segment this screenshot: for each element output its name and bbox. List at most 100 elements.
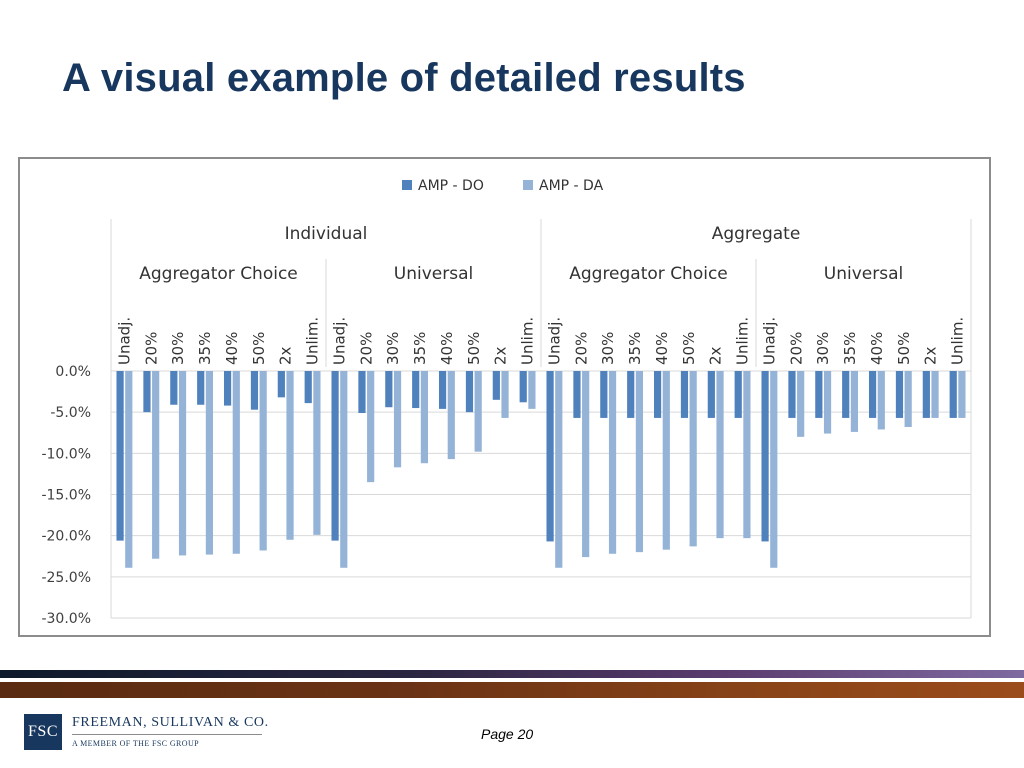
bar-amp-da (313, 371, 321, 535)
category-label: Unlim. (949, 317, 967, 365)
slide-title: A visual example of detailed results (62, 56, 746, 100)
category-label: 20% (787, 332, 805, 365)
bar-amp-da (662, 371, 670, 550)
bar-amp-da (205, 371, 214, 555)
bar-amp-do (170, 371, 178, 405)
bar-amp-do (600, 371, 608, 418)
bar-amp-do (734, 371, 742, 418)
bar-amp-da (689, 371, 697, 547)
bar-amp-do (385, 371, 393, 408)
bar-amp-da (232, 371, 240, 554)
category-label: 2x (707, 346, 725, 365)
category-label: 35% (196, 332, 214, 365)
bar-amp-do (197, 371, 205, 405)
bar-amp-da (555, 371, 563, 568)
bar-amp-da (340, 371, 348, 568)
category-label: 30% (169, 332, 187, 365)
bar-amp-do (116, 371, 124, 541)
y-tick-label: 0.0% (55, 364, 91, 380)
bar-amp-da (125, 371, 133, 568)
bar-amp-do (304, 371, 312, 404)
bar-amp-do (949, 371, 957, 418)
legend-label-amp-da: AMP - DA (539, 178, 604, 194)
page-number: Page 20 (481, 726, 534, 742)
category-label: Unadj. (760, 317, 778, 365)
category-label: Unlim. (519, 317, 537, 365)
category-label: 2x (277, 346, 295, 365)
bar-amp-do (492, 371, 500, 400)
y-tick-label: -30.0% (41, 611, 91, 627)
footer-band-gap (0, 678, 1024, 682)
company-tagline: A MEMBER OF THE FSC GROUP (72, 739, 199, 748)
category-label: 20% (142, 332, 160, 365)
bar-amp-do (868, 371, 877, 418)
y-tick-label: -10.0% (41, 446, 91, 462)
bar-amp-do (546, 371, 554, 542)
y-tick-label: -15.0% (41, 488, 91, 504)
category-label: 50% (465, 332, 483, 365)
category-label: 50% (680, 332, 698, 365)
bar-amp-do (761, 371, 769, 542)
category-label: 35% (841, 332, 859, 365)
bar-amp-da (420, 371, 429, 464)
bar-amp-da (823, 371, 832, 434)
bar-amp-da (797, 371, 805, 437)
bar-amp-do (788, 371, 796, 418)
footer-band-copper (0, 682, 1024, 698)
category-label: Unadj. (115, 317, 133, 365)
group-label-level2: Universal (824, 264, 903, 284)
bar-amp-da (447, 371, 455, 460)
bar-amp-da (608, 371, 617, 554)
bar-amp-da (931, 371, 939, 418)
group-label-level2: Aggregator Choice (139, 264, 298, 284)
bar-amp-da (635, 371, 644, 553)
company-name: FREEMAN, SULLIVAN & CO. (72, 715, 269, 730)
company-divider (72, 734, 262, 735)
category-label: 40% (223, 332, 241, 365)
bar-amp-da (770, 371, 778, 568)
bar-amp-do (815, 371, 823, 418)
chart-frame: 0.0% -5.0% -10.0% -15.0% -20.0% -25.0% -30.0% I… (18, 157, 991, 637)
y-tick-label: -20.0% (41, 529, 91, 545)
category-label: 30% (599, 332, 617, 365)
bar-amp-da (501, 371, 509, 418)
category-label: Unlim. (304, 317, 322, 365)
bar-amp-do (465, 371, 474, 413)
category-label: Unadj. (545, 317, 563, 365)
y-tick-label: -5.0% (50, 405, 91, 421)
bar-amp-do (412, 371, 420, 409)
group-label-level2: Aggregator Choice (569, 264, 728, 284)
legend-swatch-amp-da (523, 180, 533, 190)
category-label: 50% (895, 332, 913, 365)
category-label: Unlim. (734, 317, 752, 365)
bar-amp-do (895, 371, 904, 418)
bar-amp-do (653, 371, 662, 418)
bar-amp-do (143, 371, 151, 413)
category-label: 30% (384, 332, 402, 365)
bar-amp-da (582, 371, 590, 558)
bar-amp-do (250, 371, 259, 410)
category-label: 40% (438, 332, 456, 365)
bar-amp-da (850, 371, 859, 432)
bar-amp-do (331, 371, 339, 541)
bar-amp-do (573, 371, 581, 418)
bar-amp-da (393, 371, 402, 468)
bar-amp-da (178, 371, 187, 556)
bar-amp-da (958, 371, 966, 418)
y-tick-label: -25.0% (41, 570, 91, 586)
category-label: 20% (357, 332, 375, 365)
legend-swatch-amp-do (402, 180, 412, 190)
bar-amp-da (716, 371, 724, 539)
group-label-level1: Individual (285, 224, 368, 244)
bar-chart: 0.0% -5.0% -10.0% -15.0% -20.0% -25.0% -30.0% I… (41, 178, 972, 627)
bar-amp-da (367, 371, 375, 483)
category-label: 40% (868, 332, 886, 365)
category-label: 2x (492, 346, 510, 365)
fsc-logo: FSC (24, 714, 62, 750)
bar-amp-do (680, 371, 689, 418)
category-label: 40% (653, 332, 671, 365)
bar-amp-da (152, 371, 160, 559)
bar-amp-da (474, 371, 482, 452)
category-label: 35% (626, 332, 644, 365)
group-label-level2: Universal (394, 264, 473, 284)
